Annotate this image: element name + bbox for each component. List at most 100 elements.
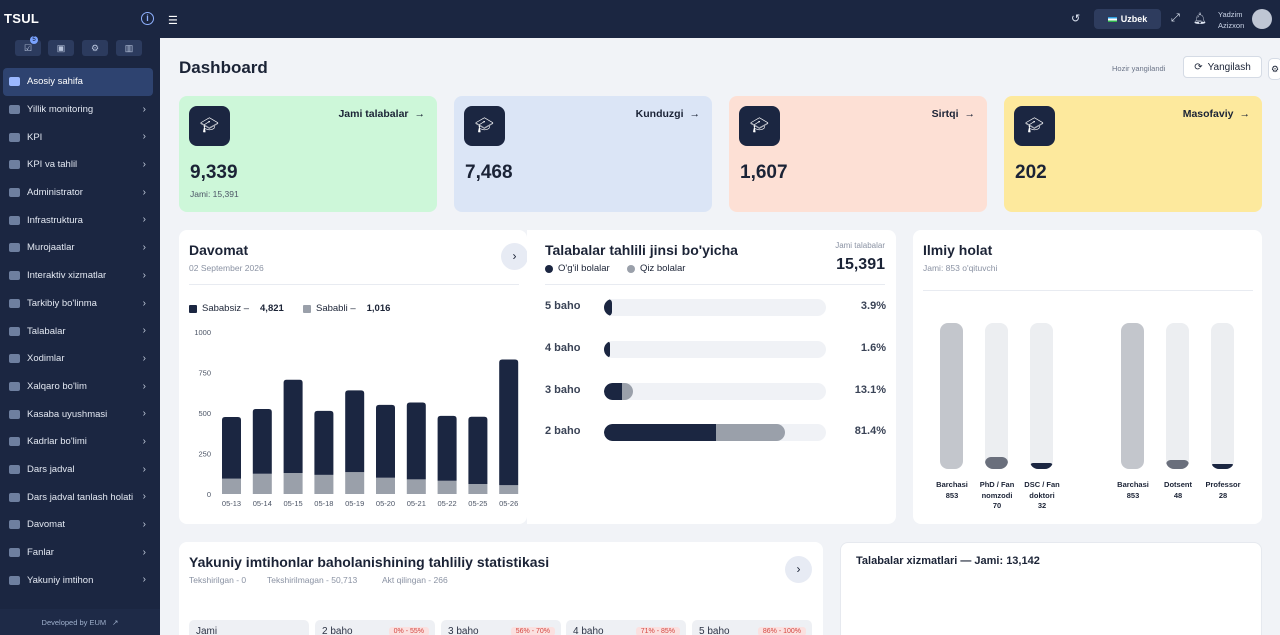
davomat-next-button[interactable]: › xyxy=(501,243,528,270)
exams-title: Yakuniy imtihonlar baholanishining tahli… xyxy=(189,554,550,570)
sidebar-item[interactable]: Kasaba uyushmasi › xyxy=(0,400,160,428)
x-tick-label: 05-14 xyxy=(253,499,272,508)
sidebar-item[interactable]: Interaktiv xizmatlar › xyxy=(0,262,160,290)
menu-toggle-icon[interactable]: ☰ xyxy=(168,15,178,27)
y-tick-label: 750 xyxy=(198,369,211,378)
settings-edge-button[interactable]: ⚙ xyxy=(1268,58,1280,80)
bar-sababsiz xyxy=(314,410,334,475)
stat-card-title[interactable]: Masofaviy → xyxy=(1183,108,1250,120)
ilmiy-label-text: DSC / Fan doktori xyxy=(1024,480,1060,500)
sidebar-footer[interactable]: Developed by EUM ↗ xyxy=(0,609,160,635)
sidebar-item[interactable]: Yillik monitoring › xyxy=(0,96,160,124)
legend-label: Sababsiz – xyxy=(202,303,250,314)
sidebar-item-label: Talabalar xyxy=(27,325,66,337)
bell-icon[interactable]: 🔔︎ xyxy=(1193,13,1207,25)
ilmiy-bar-fill xyxy=(1211,463,1234,469)
ilmiy-panel: Ilmiy holat Jami: 853 o'qituvchi xyxy=(913,230,1262,524)
chevron-right-icon: › xyxy=(142,131,146,143)
stat-card[interactable]: 🎓︎ Jami talabalar → 9,339 Jami: 15,391 xyxy=(179,96,437,212)
sidebar-item[interactable]: Davomat › xyxy=(0,511,160,539)
stat-card-value: 1,607 xyxy=(740,162,788,183)
bar-sababsiz xyxy=(345,390,365,473)
graduate-icon: 🎓︎ xyxy=(1014,106,1055,146)
x-tick-label: 05-15 xyxy=(284,499,303,508)
exams-next-button[interactable]: › xyxy=(785,556,812,583)
sidebar-item-label: Interaktiv xizmatlar xyxy=(27,270,107,282)
legend-value: 1,016 xyxy=(366,303,391,314)
stat-card[interactable]: 🎓︎ Masofaviy → 202 xyxy=(1004,96,1262,212)
legend-sababsiz: Sababsiz – 4,821 xyxy=(189,303,284,314)
ilmiy-bar-label: Barchasi 853 xyxy=(1103,480,1163,501)
y-tick-label: 0 xyxy=(207,490,211,499)
ilmiy-label-value: 48 xyxy=(1173,490,1183,500)
sidebar-item-label: Davomat xyxy=(27,519,66,531)
total-label: Jami talabalar xyxy=(835,241,885,250)
bar-sababli xyxy=(345,472,365,494)
sidebar-item[interactable]: KPI › xyxy=(0,123,160,151)
info-icon[interactable]: i xyxy=(141,12,154,25)
stat-card-title[interactable]: Kunduzgi → xyxy=(636,108,700,120)
sidebar-item-label: Yillik monitoring xyxy=(27,104,94,116)
exam-grade-cell[interactable]: 5 baho 86% - 100% xyxy=(692,620,812,635)
language-selector[interactable]: Uzbek xyxy=(1094,9,1161,29)
tasks-quick-icon[interactable]: ☑ 5 xyxy=(15,36,41,56)
ilmiy-label-text: PhD / Fan nomzodi xyxy=(979,480,1015,500)
sidebar-item[interactable]: Tarkibiy bo'linma › xyxy=(0,290,160,318)
user-name[interactable]: Yadzim Azizxon xyxy=(1218,9,1244,31)
bar-sababsiz xyxy=(406,402,426,480)
grade-bar-track xyxy=(604,383,826,400)
exam-grade-cell[interactable]: 2 baho 0% - 55% xyxy=(315,620,435,635)
ilmiy-label-value: 28 xyxy=(1218,490,1228,500)
ilmiy-bar-label: Dotsent 48 xyxy=(1148,480,1208,501)
stat-card[interactable]: 🎓︎ Kunduzgi → 7,468 xyxy=(454,96,712,212)
sidebar-item[interactable]: Infrastruktura › xyxy=(0,206,160,234)
calendar-quick-icon[interactable]: ▣ xyxy=(48,40,74,56)
menu-item-icon xyxy=(9,575,20,585)
chevron-right-icon: › xyxy=(142,186,146,198)
stat-card-value: 7,468 xyxy=(465,162,513,183)
exam-grade-cell[interactable]: 3 baho 56% - 70% xyxy=(441,620,561,635)
stat-card[interactable]: 🎓︎ Sirtqi → 1,607 xyxy=(729,96,987,212)
library-quick-icon[interactable]: ▥ xyxy=(116,40,142,56)
exam-grade-cell[interactable]: 4 baho 71% - 85% xyxy=(566,620,686,635)
y-tick-label: 500 xyxy=(198,409,211,418)
legend-value: 4,821 xyxy=(260,303,284,314)
graduate-icon: 🎓︎ xyxy=(739,106,780,146)
exam-range-badge: 56% - 70% xyxy=(510,627,555,635)
avatar[interactable] xyxy=(1252,9,1272,29)
x-tick-label: 05-18 xyxy=(314,499,333,508)
history-icon[interactable]: ↺ xyxy=(1071,13,1081,25)
sidebar-item[interactable]: Murojaatlar › xyxy=(0,234,160,262)
chevron-right-icon: › xyxy=(142,491,146,503)
sidebar-item[interactable]: Dars jadval tanlash holati › xyxy=(0,483,160,511)
chevron-right-icon: › xyxy=(142,325,146,337)
menu-item-icon xyxy=(9,132,20,142)
exam-stat-akt: Akt qilingan - 266 xyxy=(382,575,448,585)
menu-item-icon xyxy=(9,437,20,447)
refresh-button[interactable]: ⟳ Yangilash xyxy=(1183,56,1262,78)
stat-card-title[interactable]: Jami talabalar → xyxy=(338,108,425,120)
sidebar-item[interactable]: Dars jadval › xyxy=(0,456,160,484)
app-logo[interactable]: TSUL xyxy=(4,11,40,26)
stat-card-title[interactable]: Sirtqi → xyxy=(932,108,975,120)
sidebar-item-label: Tarkibiy bo'linma xyxy=(27,297,97,309)
sidebar-item[interactable]: Fanlar › xyxy=(0,539,160,567)
sidebar-item[interactable]: Yakuniy imtihon › xyxy=(0,566,160,594)
grade-label: 2 baho xyxy=(545,425,581,437)
fullscreen-icon[interactable]: ⤢ xyxy=(1171,12,1180,24)
exam-grade-cell[interactable]: Jami xyxy=(189,620,309,635)
sidebar-item[interactable]: Xodimlar › xyxy=(0,345,160,373)
bar-sababli xyxy=(252,473,272,494)
sidebar-item[interactable]: Talabalar › xyxy=(0,317,160,345)
exam-grade-label: 4 baho xyxy=(573,626,604,635)
chevron-right-icon: › xyxy=(142,159,146,171)
sidebar-item[interactable]: Xalqaro bo'lim › xyxy=(0,373,160,401)
sidebar-item[interactable]: KPI va tahlil › xyxy=(0,151,160,179)
menu-item-icon xyxy=(9,354,20,364)
menu-item-icon xyxy=(9,77,20,87)
settings-quick-icon[interactable]: ⚙ xyxy=(82,40,108,56)
sidebar-item[interactable]: Kadrlar bo'limi › xyxy=(0,428,160,456)
sidebar-item[interactable]: Administrator › xyxy=(0,179,160,207)
sidebar-item[interactable]: Asosiy sahifa xyxy=(3,68,153,96)
stat-card-label: Sirtqi xyxy=(931,108,959,120)
